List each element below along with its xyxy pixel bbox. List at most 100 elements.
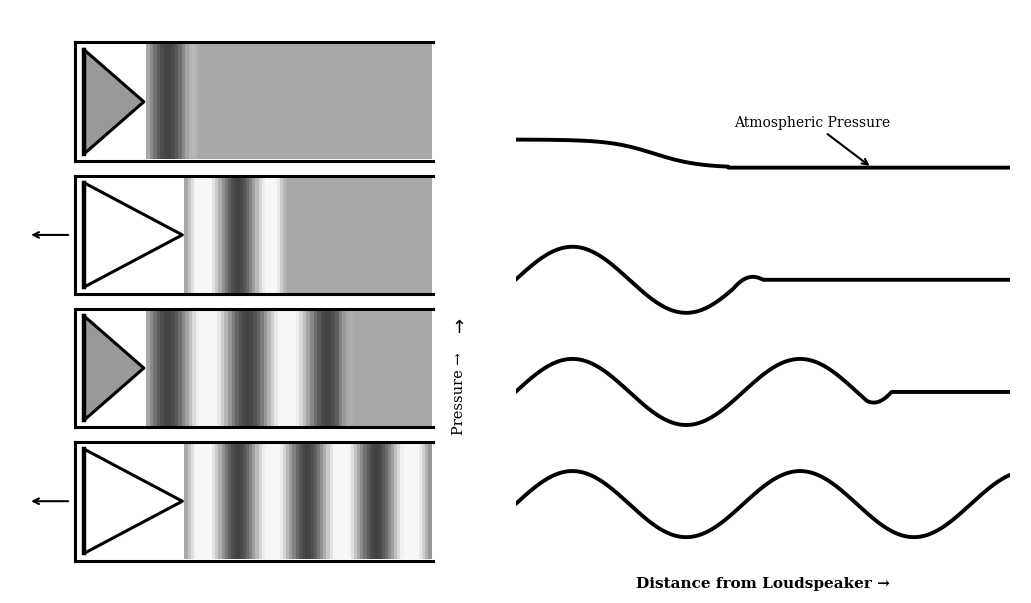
- Bar: [262, 444, 266, 559]
- Bar: [149, 311, 154, 426]
- Bar: [209, 177, 213, 292]
- Bar: [336, 444, 339, 559]
- Bar: [260, 44, 265, 159]
- Bar: [378, 444, 383, 559]
- Bar: [299, 177, 302, 292]
- Bar: [210, 311, 214, 426]
- Bar: [330, 444, 333, 559]
- Text: Pressure →: Pressure →: [452, 353, 466, 435]
- Bar: [153, 44, 158, 159]
- Bar: [394, 444, 398, 559]
- Bar: [212, 444, 217, 559]
- Bar: [335, 44, 339, 159]
- Bar: [367, 177, 370, 292]
- Bar: [235, 44, 239, 159]
- Bar: [232, 311, 236, 426]
- Bar: [259, 444, 263, 559]
- Bar: [203, 311, 207, 426]
- Bar: [274, 444, 278, 559]
- Bar: [189, 44, 193, 159]
- Bar: [215, 177, 220, 292]
- Bar: [428, 177, 432, 292]
- Bar: [373, 444, 376, 559]
- Bar: [385, 44, 390, 159]
- Bar: [313, 44, 318, 159]
- Bar: [392, 44, 397, 159]
- Bar: [400, 444, 404, 559]
- Bar: [350, 311, 354, 426]
- Bar: [237, 444, 241, 559]
- Bar: [377, 44, 383, 159]
- Bar: [257, 311, 261, 426]
- Bar: [385, 311, 390, 426]
- Bar: [311, 444, 314, 559]
- Bar: [422, 177, 426, 292]
- Bar: [345, 44, 351, 159]
- Bar: [149, 44, 154, 159]
- Bar: [413, 311, 418, 426]
- Bar: [355, 177, 358, 292]
- Bar: [389, 44, 393, 159]
- Bar: [339, 177, 342, 292]
- Bar: [321, 444, 324, 559]
- Bar: [293, 444, 297, 559]
- Bar: [231, 177, 235, 292]
- Bar: [286, 44, 290, 159]
- Bar: [260, 311, 265, 426]
- Bar: [360, 311, 364, 426]
- Bar: [292, 311, 297, 426]
- Bar: [364, 177, 367, 292]
- Bar: [385, 177, 389, 292]
- Bar: [171, 311, 175, 426]
- Text: Distance from Loudspeaker →: Distance from Loudspeaker →: [636, 577, 890, 591]
- Bar: [299, 44, 304, 159]
- Bar: [357, 44, 361, 159]
- Bar: [391, 444, 395, 559]
- Bar: [264, 311, 268, 426]
- Bar: [302, 177, 305, 292]
- Bar: [306, 311, 311, 426]
- Bar: [178, 311, 182, 426]
- Bar: [403, 311, 407, 426]
- Bar: [327, 177, 330, 292]
- Bar: [167, 44, 172, 159]
- Bar: [419, 177, 423, 292]
- Bar: [403, 177, 407, 292]
- Bar: [342, 444, 345, 559]
- Bar: [360, 44, 364, 159]
- Bar: [413, 44, 418, 159]
- Bar: [348, 444, 352, 559]
- Bar: [240, 444, 244, 559]
- Bar: [225, 177, 229, 292]
- Bar: [422, 444, 426, 559]
- Bar: [213, 311, 219, 426]
- Bar: [353, 44, 358, 159]
- Bar: [221, 311, 226, 426]
- Bar: [191, 177, 195, 292]
- Bar: [171, 44, 175, 159]
- Bar: [239, 311, 243, 426]
- Bar: [321, 311, 325, 426]
- Bar: [321, 177, 324, 292]
- Bar: [280, 444, 285, 559]
- Bar: [274, 44, 278, 159]
- Bar: [428, 444, 432, 559]
- Bar: [388, 177, 392, 292]
- Bar: [292, 44, 297, 159]
- Bar: [219, 177, 223, 292]
- Bar: [206, 311, 211, 426]
- Bar: [178, 44, 182, 159]
- Bar: [327, 444, 330, 559]
- Bar: [425, 444, 429, 559]
- Bar: [403, 444, 407, 559]
- Bar: [245, 44, 251, 159]
- Bar: [287, 444, 291, 559]
- Bar: [308, 177, 311, 292]
- Bar: [302, 444, 305, 559]
- Bar: [164, 44, 168, 159]
- Bar: [335, 311, 339, 426]
- Bar: [388, 444, 392, 559]
- Bar: [234, 177, 238, 292]
- Bar: [218, 311, 222, 426]
- Bar: [348, 177, 352, 292]
